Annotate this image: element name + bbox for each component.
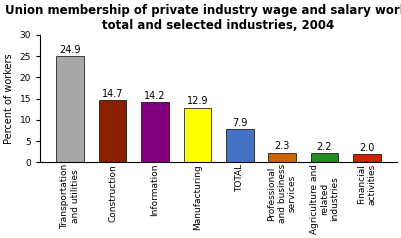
Bar	[311, 153, 338, 163]
Bar	[226, 129, 253, 163]
Text: 14.7: 14.7	[102, 89, 124, 99]
Text: 2.2: 2.2	[317, 142, 332, 152]
Text: 7.9: 7.9	[232, 118, 247, 128]
Bar	[184, 108, 211, 163]
Title: Union membership of private industry wage and salary workers,
total and selected: Union membership of private industry wag…	[5, 4, 401, 32]
Bar	[99, 100, 126, 163]
Bar	[353, 154, 381, 163]
Bar	[268, 153, 296, 163]
Text: 14.2: 14.2	[144, 91, 166, 101]
Text: 2.3: 2.3	[274, 141, 290, 151]
Bar	[141, 102, 169, 163]
Bar	[57, 56, 84, 163]
Text: 12.9: 12.9	[186, 96, 208, 106]
Text: 2.0: 2.0	[359, 143, 375, 153]
Y-axis label: Percent of workers: Percent of workers	[4, 53, 14, 144]
Text: 24.9: 24.9	[59, 45, 81, 55]
